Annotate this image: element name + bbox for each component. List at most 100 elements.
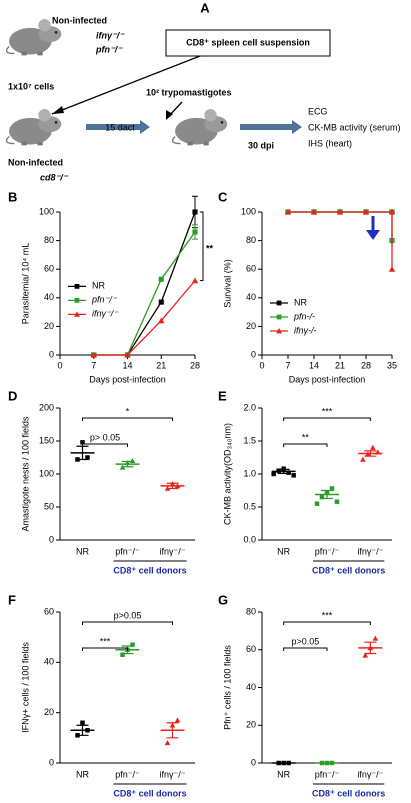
legend-label: ifnγ-/- [294, 325, 317, 335]
significance-bracket [283, 443, 328, 447]
y-tick-label: 0 [49, 349, 54, 359]
group-label: CD8⁺ cell donors [312, 565, 385, 575]
y-tick-label: 100 [39, 206, 54, 216]
y-tick-label: 0 [49, 534, 54, 544]
marker [388, 208, 396, 215]
y-tick-label: 150 [39, 435, 54, 445]
panel-label: F [8, 592, 16, 607]
y-tick-label: 60 [246, 644, 256, 654]
x-tick-label: 7 [285, 360, 290, 370]
significance-label: p>0.05 [114, 610, 142, 620]
marker [191, 277, 199, 284]
marker [319, 494, 325, 500]
error-bar [76, 724, 89, 736]
readout: ECG [308, 106, 328, 116]
marker [192, 209, 198, 215]
marker [90, 351, 97, 358]
y-tick-label: 40 [246, 292, 256, 302]
x-tick-label: ifnγ⁻/⁻ [357, 546, 383, 556]
donor-genotype: pfn⁻/⁻ [95, 44, 123, 54]
mouse-icon [5, 108, 63, 147]
x-axis-label: Days post-infection [289, 374, 366, 384]
y-tick-label: 20 [44, 707, 54, 717]
legend-label: NR [92, 281, 105, 291]
timeline-arrow [240, 120, 302, 134]
line [93, 231, 196, 356]
significance-label: * [126, 406, 130, 416]
x-tick-label: pfn⁻/⁻ [115, 769, 140, 779]
marker [291, 473, 296, 478]
y-tick-label: 1.0 [243, 468, 256, 478]
significance-label: ** [206, 244, 214, 254]
significance-label: p>0.05 [291, 636, 319, 646]
recipient-genotype: cd8⁻/⁻ [40, 172, 69, 182]
panel-label: E [218, 388, 227, 403]
line [93, 211, 196, 356]
timeline-arrow [86, 120, 150, 134]
panel-label: C [218, 189, 228, 204]
marker [85, 455, 90, 460]
x-tick-label: NR [277, 769, 290, 779]
y-tick-label: 0.0 [243, 534, 256, 544]
arrow [51, 55, 201, 115]
y-tick-label: 50 [44, 501, 54, 511]
y-axis-label: CK-MB activity(OD₃₄₀nm) [222, 423, 232, 525]
error-bar [277, 468, 290, 474]
marker [372, 635, 379, 641]
marker [334, 499, 340, 504]
y-tick-label: 100 [241, 206, 256, 216]
y-tick-label: 0.5 [243, 501, 256, 511]
step-label: 15 dact [105, 122, 135, 132]
marker [74, 311, 80, 317]
y-axis-label: IFNγ+ cells / 100 fields [20, 642, 30, 733]
suspension-box [165, 29, 331, 57]
marker [276, 300, 282, 306]
marker [124, 351, 131, 358]
y-tick-label: 0 [251, 349, 256, 359]
significance-label: *** [322, 406, 333, 416]
panel-label: G [218, 592, 228, 607]
marker [164, 740, 171, 746]
error-bar [321, 489, 333, 500]
panel-label: D [8, 388, 17, 403]
error-bar [364, 641, 377, 655]
significance-bracket [283, 621, 371, 625]
y-tick-label: 80 [246, 606, 256, 616]
marker [276, 328, 282, 334]
marker [314, 501, 320, 506]
panel-a: A Non-infected ifnγ⁻/⁻ pfn⁻/⁻ CD8⁺ splee… [5, 0, 401, 182]
marker [362, 652, 369, 658]
marker [158, 317, 165, 324]
marker [74, 283, 80, 289]
x-tick-label: pfn⁻/⁻ [315, 546, 340, 556]
y-tick-label: 1.5 [243, 435, 256, 445]
arrow-head [52, 106, 64, 114]
y-tick-label: 40 [44, 292, 54, 302]
transfer-label: 1x10⁷ cells [8, 81, 54, 91]
error-bar [166, 722, 179, 739]
y-tick-label: 40 [44, 657, 54, 667]
suspension-label: CD8⁺ spleen cell suspension [186, 37, 310, 47]
x-tick-label: 21 [335, 360, 345, 370]
y-axis-label: Survival (%) [222, 259, 232, 308]
significance-bracket [200, 211, 204, 282]
y-tick-label: 0 [49, 757, 54, 767]
marker [120, 652, 125, 658]
significance-label: *** [100, 636, 111, 646]
y-tick-label: 0 [251, 757, 256, 767]
group-label: CD8⁺ cell donors [113, 788, 186, 798]
step-label: 30 dpi [248, 140, 274, 150]
significance-bracket [82, 647, 128, 651]
marker [158, 276, 164, 282]
readout: CK-MB activity (serum) [308, 122, 401, 132]
significance-bracket [82, 621, 173, 625]
x-tick-label: 28 [190, 360, 200, 370]
arrow-marker [366, 230, 380, 240]
y-tick-label: 40 [246, 682, 256, 692]
error-bar [121, 460, 134, 468]
significance-bracket [283, 647, 328, 651]
line [288, 211, 393, 270]
legend-label: pfn-/- [293, 311, 315, 321]
y-axis-label: Pfn⁺ cells / 100 fields [222, 645, 232, 730]
